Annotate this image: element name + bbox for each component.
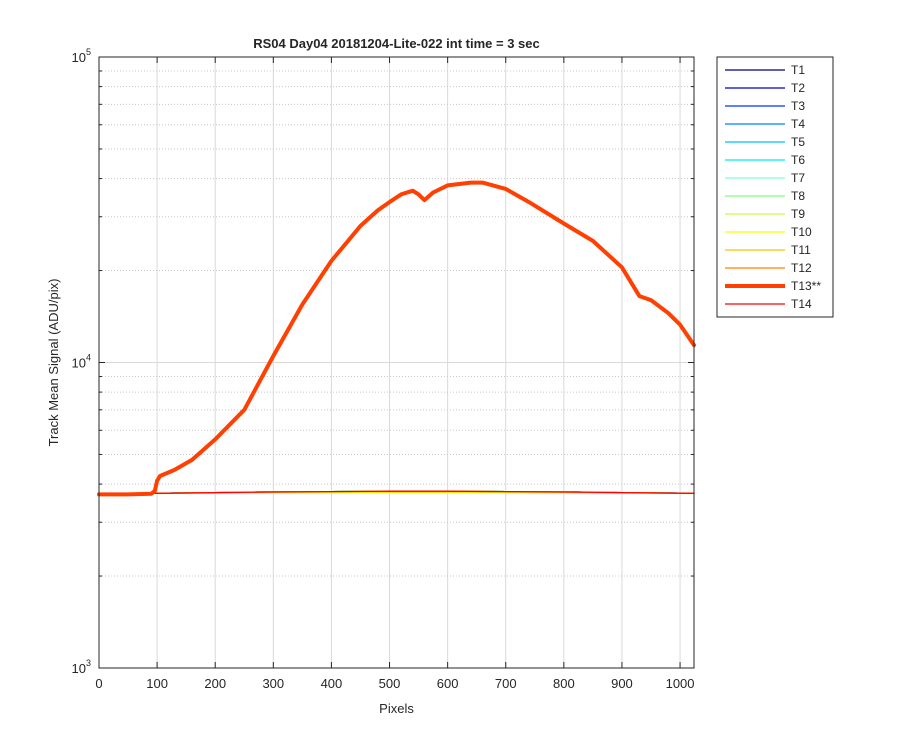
legend-entry: T11 bbox=[791, 243, 811, 257]
legend: T1 T2 T3 T4 T5 T6 T7 T8 T9 T10 T11 T12 T13** T14 bbox=[716, 56, 834, 318]
y-tick-label: 103 bbox=[72, 658, 91, 676]
legend-entry: T6 bbox=[791, 153, 805, 167]
x-tick-label: 700 bbox=[495, 676, 517, 691]
y-tick-label: 105 bbox=[72, 47, 91, 65]
x-tick-label: 600 bbox=[437, 676, 459, 691]
y-tick-label: 104 bbox=[72, 353, 91, 371]
legend-entry: T3 bbox=[791, 99, 805, 113]
x-tick-label: 200 bbox=[204, 676, 226, 691]
legend-entry: T12 bbox=[791, 261, 812, 275]
chart-title: RS04 Day04 20181204-Lite-022 int time = … bbox=[253, 36, 540, 51]
x-tick-label: 100 bbox=[146, 676, 168, 691]
series-line-T13 bbox=[97, 180, 696, 497]
y-axis-ticks: 103 104 105 bbox=[72, 47, 694, 676]
y-axis-label: Track Mean Signal (ADU/pix) bbox=[46, 279, 61, 447]
legend-entry: T14 bbox=[791, 297, 812, 311]
x-axis-label: Pixels bbox=[379, 701, 414, 716]
x-tick-label: 800 bbox=[553, 676, 575, 691]
legend-entry: T7 bbox=[791, 171, 805, 185]
x-tick-label: 300 bbox=[262, 676, 284, 691]
x-tick-label: 400 bbox=[321, 676, 343, 691]
grid-lines bbox=[99, 57, 694, 668]
legend-entry: T1 bbox=[791, 63, 805, 77]
legend-entry: T2 bbox=[791, 81, 805, 95]
x-tick-label: 0 bbox=[95, 676, 102, 691]
legend-entry: T8 bbox=[791, 189, 805, 203]
series-line-T14 bbox=[98, 490, 695, 495]
legend-entry: T13** bbox=[791, 279, 821, 293]
legend-box bbox=[716, 56, 834, 318]
legend-entry: T10 bbox=[791, 225, 812, 239]
x-tick-label: 1000 bbox=[666, 676, 695, 691]
x-tick-label: 500 bbox=[379, 676, 401, 691]
legend-entry: T9 bbox=[791, 207, 805, 221]
legend-entry: T4 bbox=[791, 117, 805, 131]
legend-entry: T5 bbox=[791, 135, 805, 149]
x-tick-label: 900 bbox=[611, 676, 633, 691]
x-axis-ticks: 0 100 200 300 400 500 600 700 800 900 1000 bbox=[95, 57, 695, 691]
series-lines bbox=[97, 180, 696, 497]
